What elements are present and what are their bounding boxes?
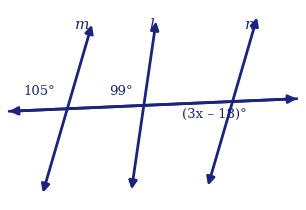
- Text: (3x – 18)°: (3x – 18)°: [182, 108, 247, 121]
- Text: n: n: [244, 18, 254, 32]
- Text: 99°: 99°: [109, 85, 132, 98]
- Text: l: l: [149, 18, 154, 32]
- Text: 105°: 105°: [23, 85, 55, 98]
- Text: m: m: [75, 18, 90, 32]
